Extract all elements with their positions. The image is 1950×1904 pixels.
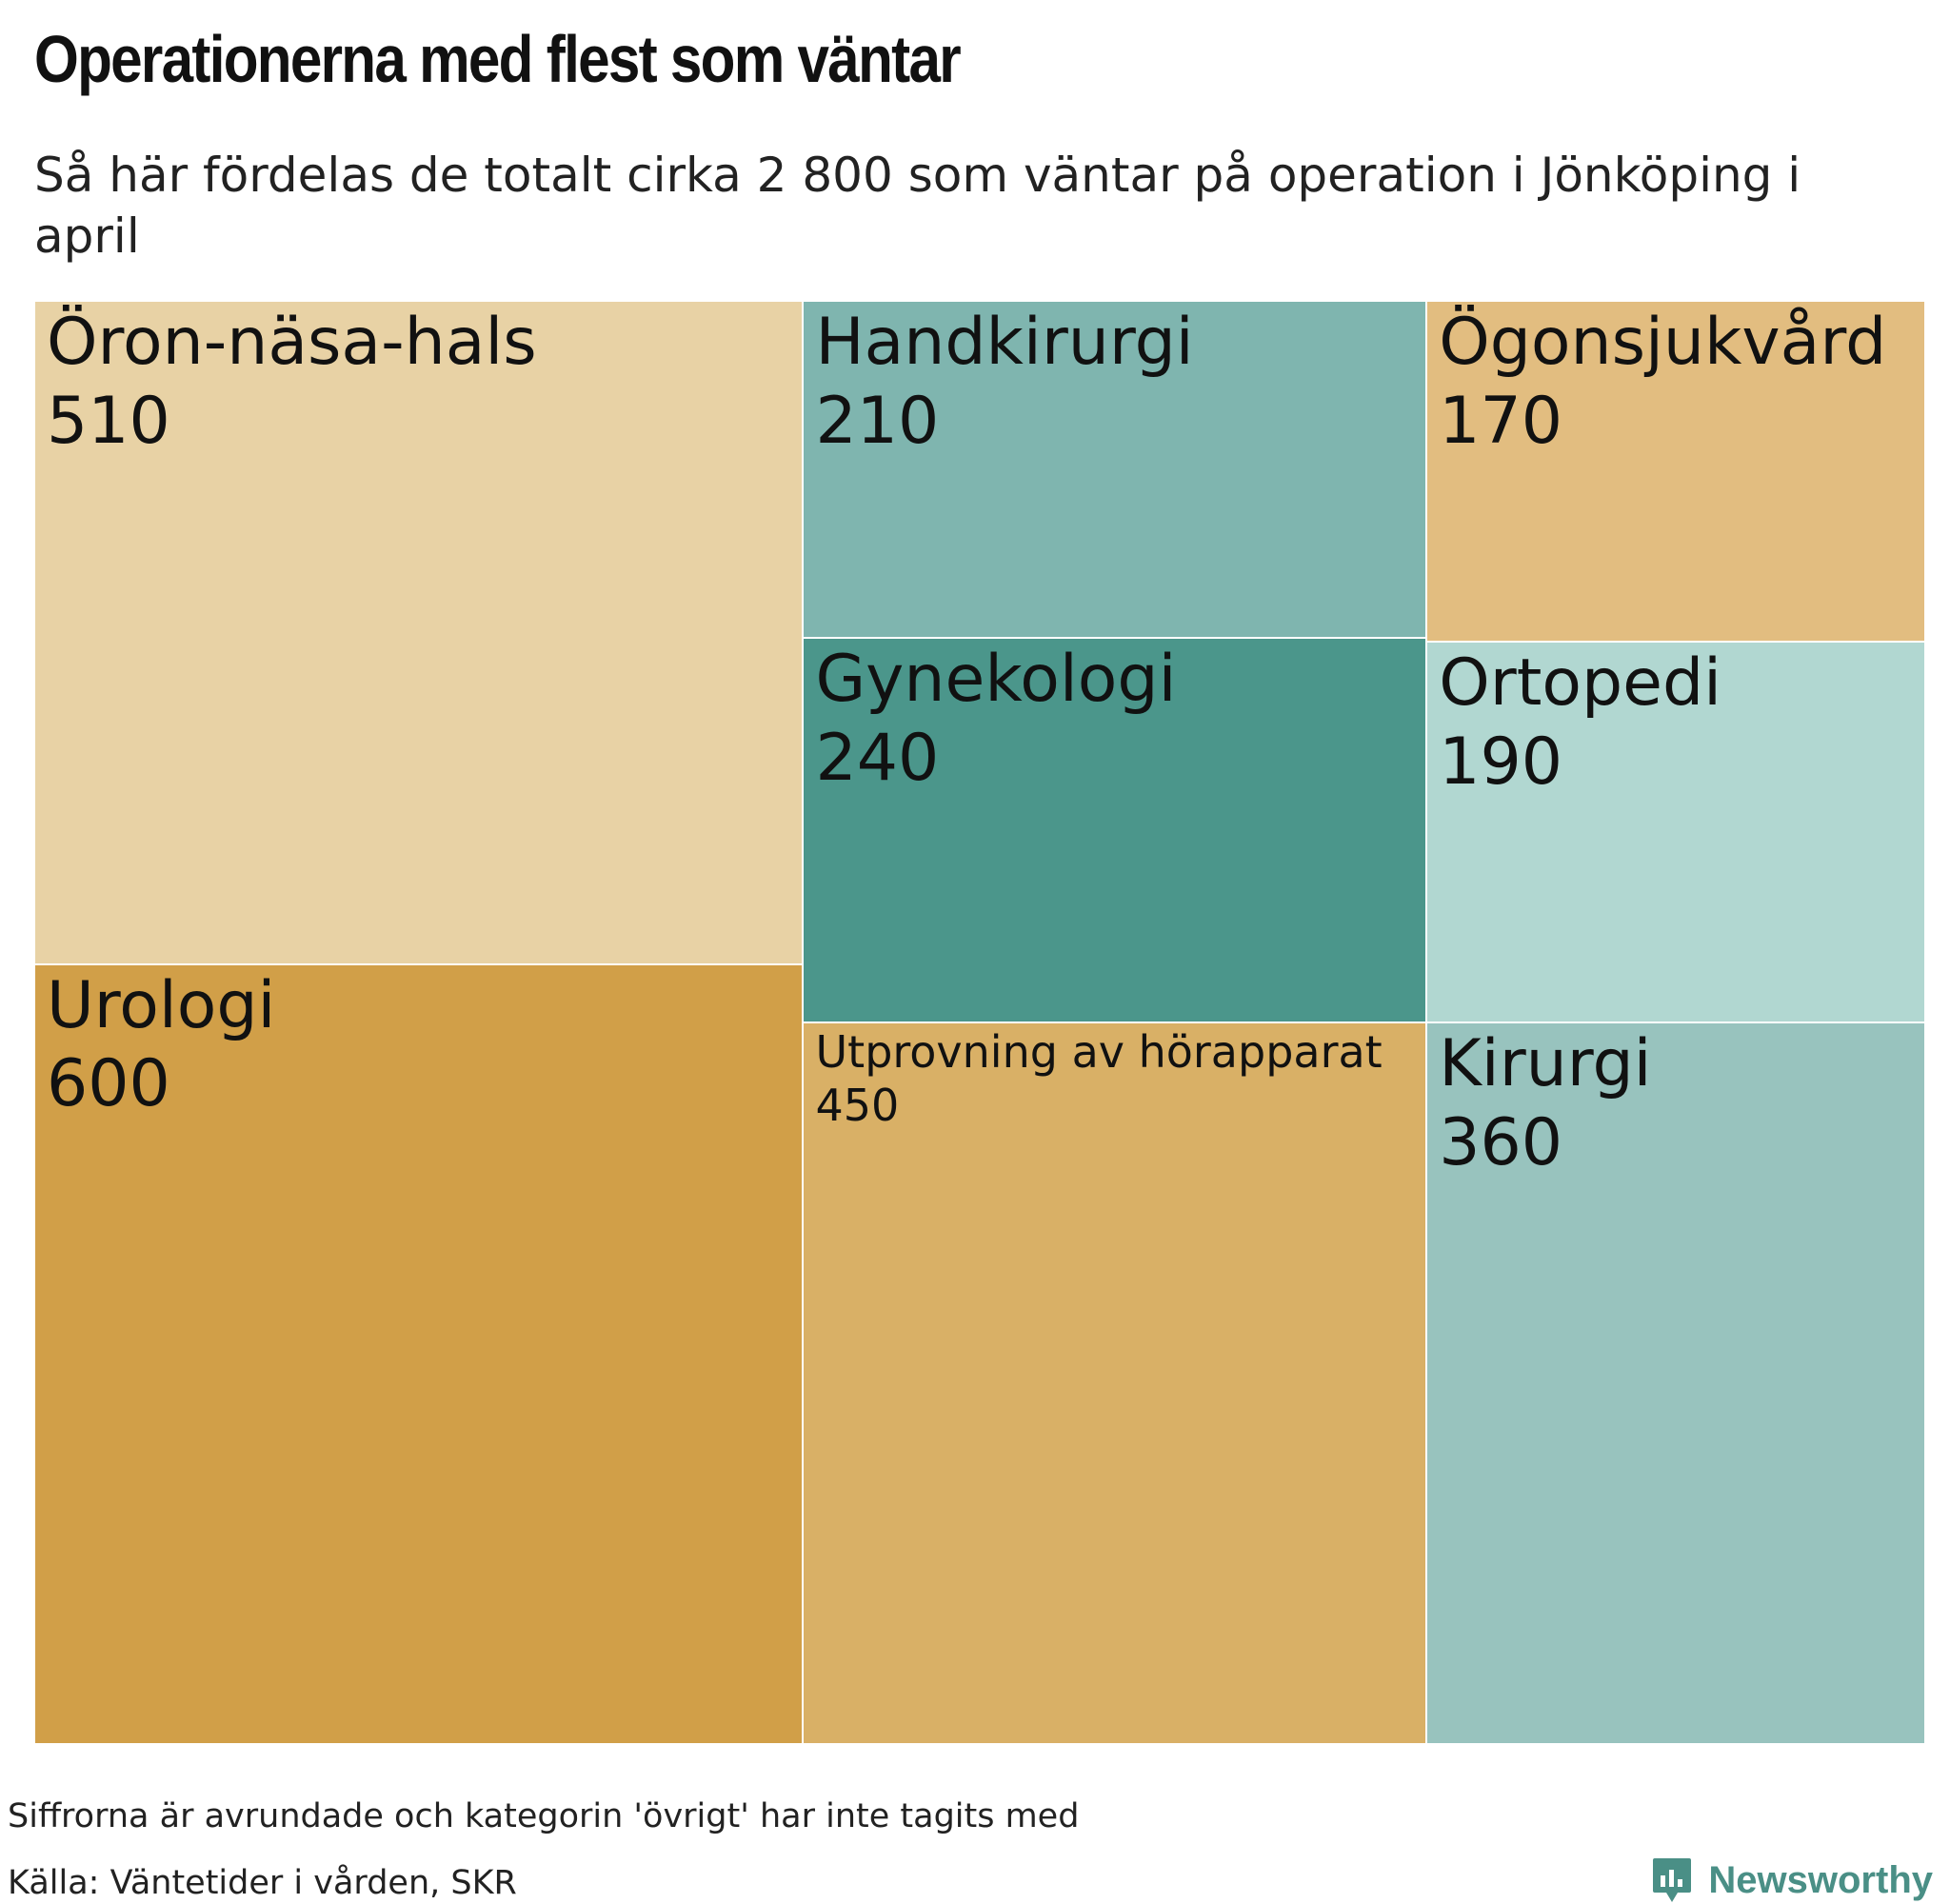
tile-label: Handkirurgi 210: [815, 304, 1193, 462]
brand-logo: Newsworthy: [1651, 1856, 1933, 1904]
treemap-tile: Urologi 600: [34, 963, 804, 1744]
tile-label: Ortopedi 190: [1439, 645, 1721, 803]
tile-value-label: 600: [47, 1046, 170, 1122]
treemap-tile: Ortopedi 190: [1426, 641, 1925, 1022]
tile-label: Gynekologi 240: [815, 641, 1176, 799]
treemap-tile: Ögonsjukvård 170: [1426, 301, 1925, 642]
treemap: Öron-näsa-hals 510 Urologi 600 Handkirurgi 21…: [34, 301, 1925, 1744]
treemap-tile: Kirurgi 360: [1426, 1022, 1925, 1744]
chart-subtitle: Så här fördelas de totalt cirka 2 800 so…: [34, 148, 1801, 264]
tile-label: Urologi 600: [47, 967, 275, 1125]
treemap-tile: Öron-näsa-hals 510: [34, 301, 804, 964]
tile-category-label: Ortopedi: [1439, 645, 1722, 721]
tile-value-label: 360: [1439, 1104, 1563, 1180]
chart-title: Operationerna med flest som väntar: [34, 22, 962, 96]
tile-category-label: Kirurgi: [1439, 1026, 1652, 1101]
tile-value-label: 210: [815, 383, 940, 459]
tile-category-label: Utprovning av hörapparat: [815, 1026, 1383, 1078]
tile-label: Kirurgi 360: [1439, 1025, 1651, 1183]
tile-category-label: Gynekologi: [815, 641, 1177, 717]
tile-category-label: Handkirurgi: [815, 305, 1194, 380]
tile-value-label: 450: [815, 1080, 900, 1132]
tile-label: Utprovning av hörapparat 450: [815, 1025, 1382, 1132]
treemap-tile: Utprovning av hörapparat 450: [803, 1022, 1427, 1744]
footnote: Siffrorna är avrundade och kategorin 'öv…: [8, 1797, 1080, 1835]
brand-name: Newsworthy: [1708, 1858, 1933, 1901]
newsworthy-logo-icon: [1653, 1858, 1692, 1902]
treemap-tile: Handkirurgi 210: [803, 301, 1427, 638]
source-text: Källa: Väntetider i vården, SKR: [8, 1864, 517, 1902]
treemap-tile: Gynekologi 240: [803, 637, 1427, 1022]
tile-category-label: Ögonsjukvård: [1439, 305, 1887, 380]
tile-label: Öron-näsa-hals 510: [47, 304, 537, 462]
tile-category-label: Öron-näsa-hals: [47, 305, 537, 380]
tile-value-label: 510: [47, 383, 170, 459]
tile-label: Ögonsjukvård 170: [1439, 304, 1886, 462]
tile-category-label: Urologi: [47, 967, 276, 1043]
tile-value-label: 240: [815, 720, 940, 796]
tile-value-label: 170: [1439, 383, 1563, 459]
tile-value-label: 190: [1439, 724, 1563, 800]
